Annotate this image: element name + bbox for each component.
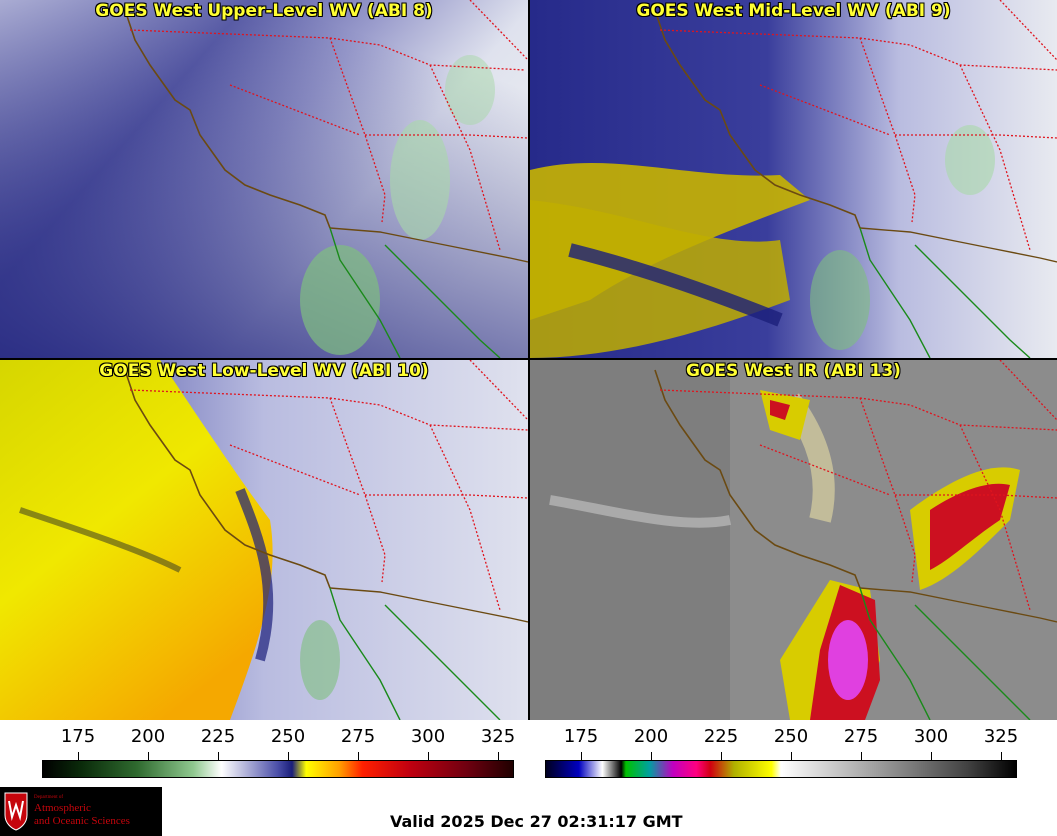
wv-tick-label: 200 — [130, 726, 166, 747]
wv-tick-label: 225 — [200, 726, 236, 747]
panel-divider-horizontal — [0, 358, 1057, 360]
wv-colorbar: 175 200 225 250 275 300 325 — [42, 726, 516, 786]
mid-level-wv-image — [530, 0, 1057, 358]
ir-image — [530, 360, 1057, 720]
wv-tick-label: 275 — [340, 726, 376, 747]
logo-line-1: Atmospheric — [34, 802, 91, 814]
logo-line-2: and Oceanic Sciences — [34, 815, 130, 827]
valid-time: Valid 2025 Dec 27 02:31:17 GMT — [390, 812, 683, 831]
upper-level-wv-image — [0, 0, 528, 358]
panel-low-level-wv: GOES West Low-Level WV (ABI 10) — [0, 360, 528, 720]
ir-tick-label: 275 — [843, 726, 879, 747]
low-level-wv-image — [0, 360, 528, 720]
panel-ir: GOES West IR (ABI 13) — [530, 360, 1057, 720]
ir-tick-label: 200 — [633, 726, 669, 747]
ir-colorbar-gradient — [545, 760, 1017, 778]
wv-tick-label: 175 — [60, 726, 96, 747]
wv-colorbar-gradient — [42, 760, 514, 778]
ir-tick-label: 325 — [983, 726, 1019, 747]
ir-tick-label: 300 — [913, 726, 949, 747]
uw-crest-icon — [4, 792, 28, 831]
panel-upper-level-wv: GOES West Upper-Level WV (ABI 8) — [0, 0, 528, 358]
ir-colorbar: 175 200 225 250 275 300 325 — [545, 726, 1019, 786]
panel-title: GOES West Upper-Level WV (ABI 8) — [95, 1, 433, 21]
aos-logo: Department of Atmospheric and Oceanic Sc… — [0, 787, 162, 836]
panel-mid-level-wv: GOES West Mid-Level WV (ABI 9) — [530, 0, 1057, 358]
logo-department-text: Department of — [34, 795, 64, 800]
ir-tick-label: 175 — [563, 726, 599, 747]
panel-divider-vertical — [528, 0, 530, 720]
wv-tick-label: 300 — [410, 726, 446, 747]
ir-tick-label: 225 — [703, 726, 739, 747]
ir-tick-label: 250 — [773, 726, 809, 747]
panel-title: GOES West Mid-Level WV (ABI 9) — [636, 1, 951, 21]
panel-title: GOES West IR (ABI 13) — [686, 361, 901, 381]
panel-title: GOES West Low-Level WV (ABI 10) — [99, 361, 429, 381]
wv-tick-label: 250 — [270, 726, 306, 747]
wv-tick-label: 325 — [480, 726, 516, 747]
